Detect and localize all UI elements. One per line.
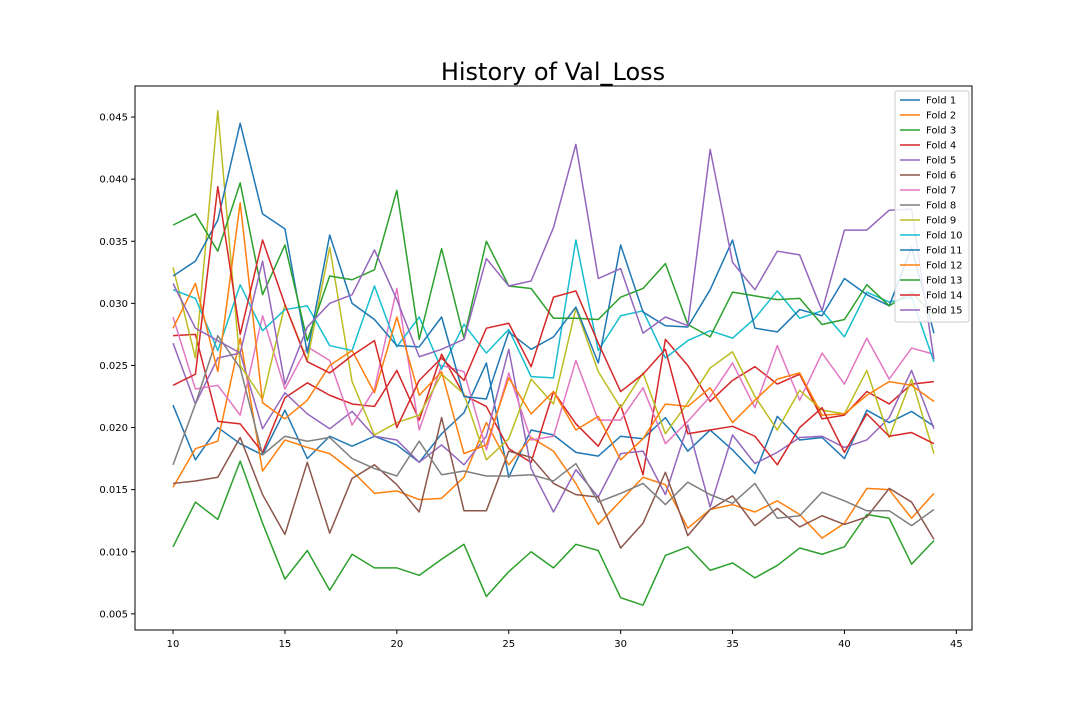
legend-label: Fold 7 xyxy=(926,186,956,197)
legend-label: Fold 8 xyxy=(926,201,956,212)
legend-label: Fold 10 xyxy=(926,231,963,242)
legend-label: Fold 3 xyxy=(926,126,956,137)
legend-label: Fold 12 xyxy=(926,261,963,272)
legend-label: Fold 1 xyxy=(926,96,956,107)
axes-background xyxy=(135,86,972,630)
plot-area: 10 15 20 25 30 35 40 45 0.0050.0100.0150.0200.0… xyxy=(99,85,973,650)
x-tick-label: 30 xyxy=(614,639,627,650)
y-tick-label: 0.040 xyxy=(99,175,128,186)
legend-label: Fold 15 xyxy=(926,306,963,317)
legend-label: Fold 2 xyxy=(926,111,956,122)
series-layer xyxy=(172,110,935,606)
series-line-fold-7 xyxy=(172,287,935,451)
legend-label: Fold 6 xyxy=(926,171,956,182)
x-tick-label: 45 xyxy=(950,639,963,650)
y-tick-label: 0.005 xyxy=(99,609,128,620)
series-line-fold-15 xyxy=(172,143,935,385)
series-line-fold-8 xyxy=(172,334,935,527)
y-axis: 0.005 0.010 0.015 0.020 0.025 0.030 0.035 0.040… xyxy=(99,113,135,620)
x-tick-label: 35 xyxy=(726,639,739,650)
y-tick-label: 0.030 xyxy=(99,299,128,310)
series-line-fold-6 xyxy=(172,416,935,549)
series-line-fold-12 xyxy=(172,202,935,461)
axes-frame xyxy=(134,85,973,631)
x-tick-label: 40 xyxy=(838,639,851,650)
y-tick-label: 0.020 xyxy=(99,423,128,434)
x-axis: 10 15 20 25 30 35 40 45 xyxy=(167,630,963,650)
y-tick-label: 0.045 xyxy=(99,113,128,124)
x-tick-label: 15 xyxy=(279,639,292,650)
legend-label: Fold 11 xyxy=(926,246,963,257)
legend-label: Fold 5 xyxy=(926,156,956,167)
y-tick-label: 0.025 xyxy=(99,361,128,372)
series-line-fold-14 xyxy=(172,185,935,466)
y-tick-label: 0.015 xyxy=(99,485,128,496)
y-tick-label: 0.010 xyxy=(99,547,128,558)
chart-title: History of Val_Loss xyxy=(441,58,665,86)
legend-label: Fold 9 xyxy=(926,216,956,227)
series-line-fold-3 xyxy=(172,460,935,606)
legend-label: Fold 13 xyxy=(926,276,963,287)
legend-label: Fold 14 xyxy=(926,291,963,302)
legend-label: Fold 4 xyxy=(926,141,956,152)
x-tick-label: 20 xyxy=(390,639,403,650)
series-line-fold-13 xyxy=(172,182,935,342)
y-tick-label: 0.035 xyxy=(99,237,128,248)
x-tick-label: 10 xyxy=(167,639,180,650)
legend: Fold 1 Fold 2 Fold 3 Fold 4 Fold 5 Fold 6 Fold… xyxy=(894,90,970,323)
x-tick-label: 25 xyxy=(502,639,515,650)
